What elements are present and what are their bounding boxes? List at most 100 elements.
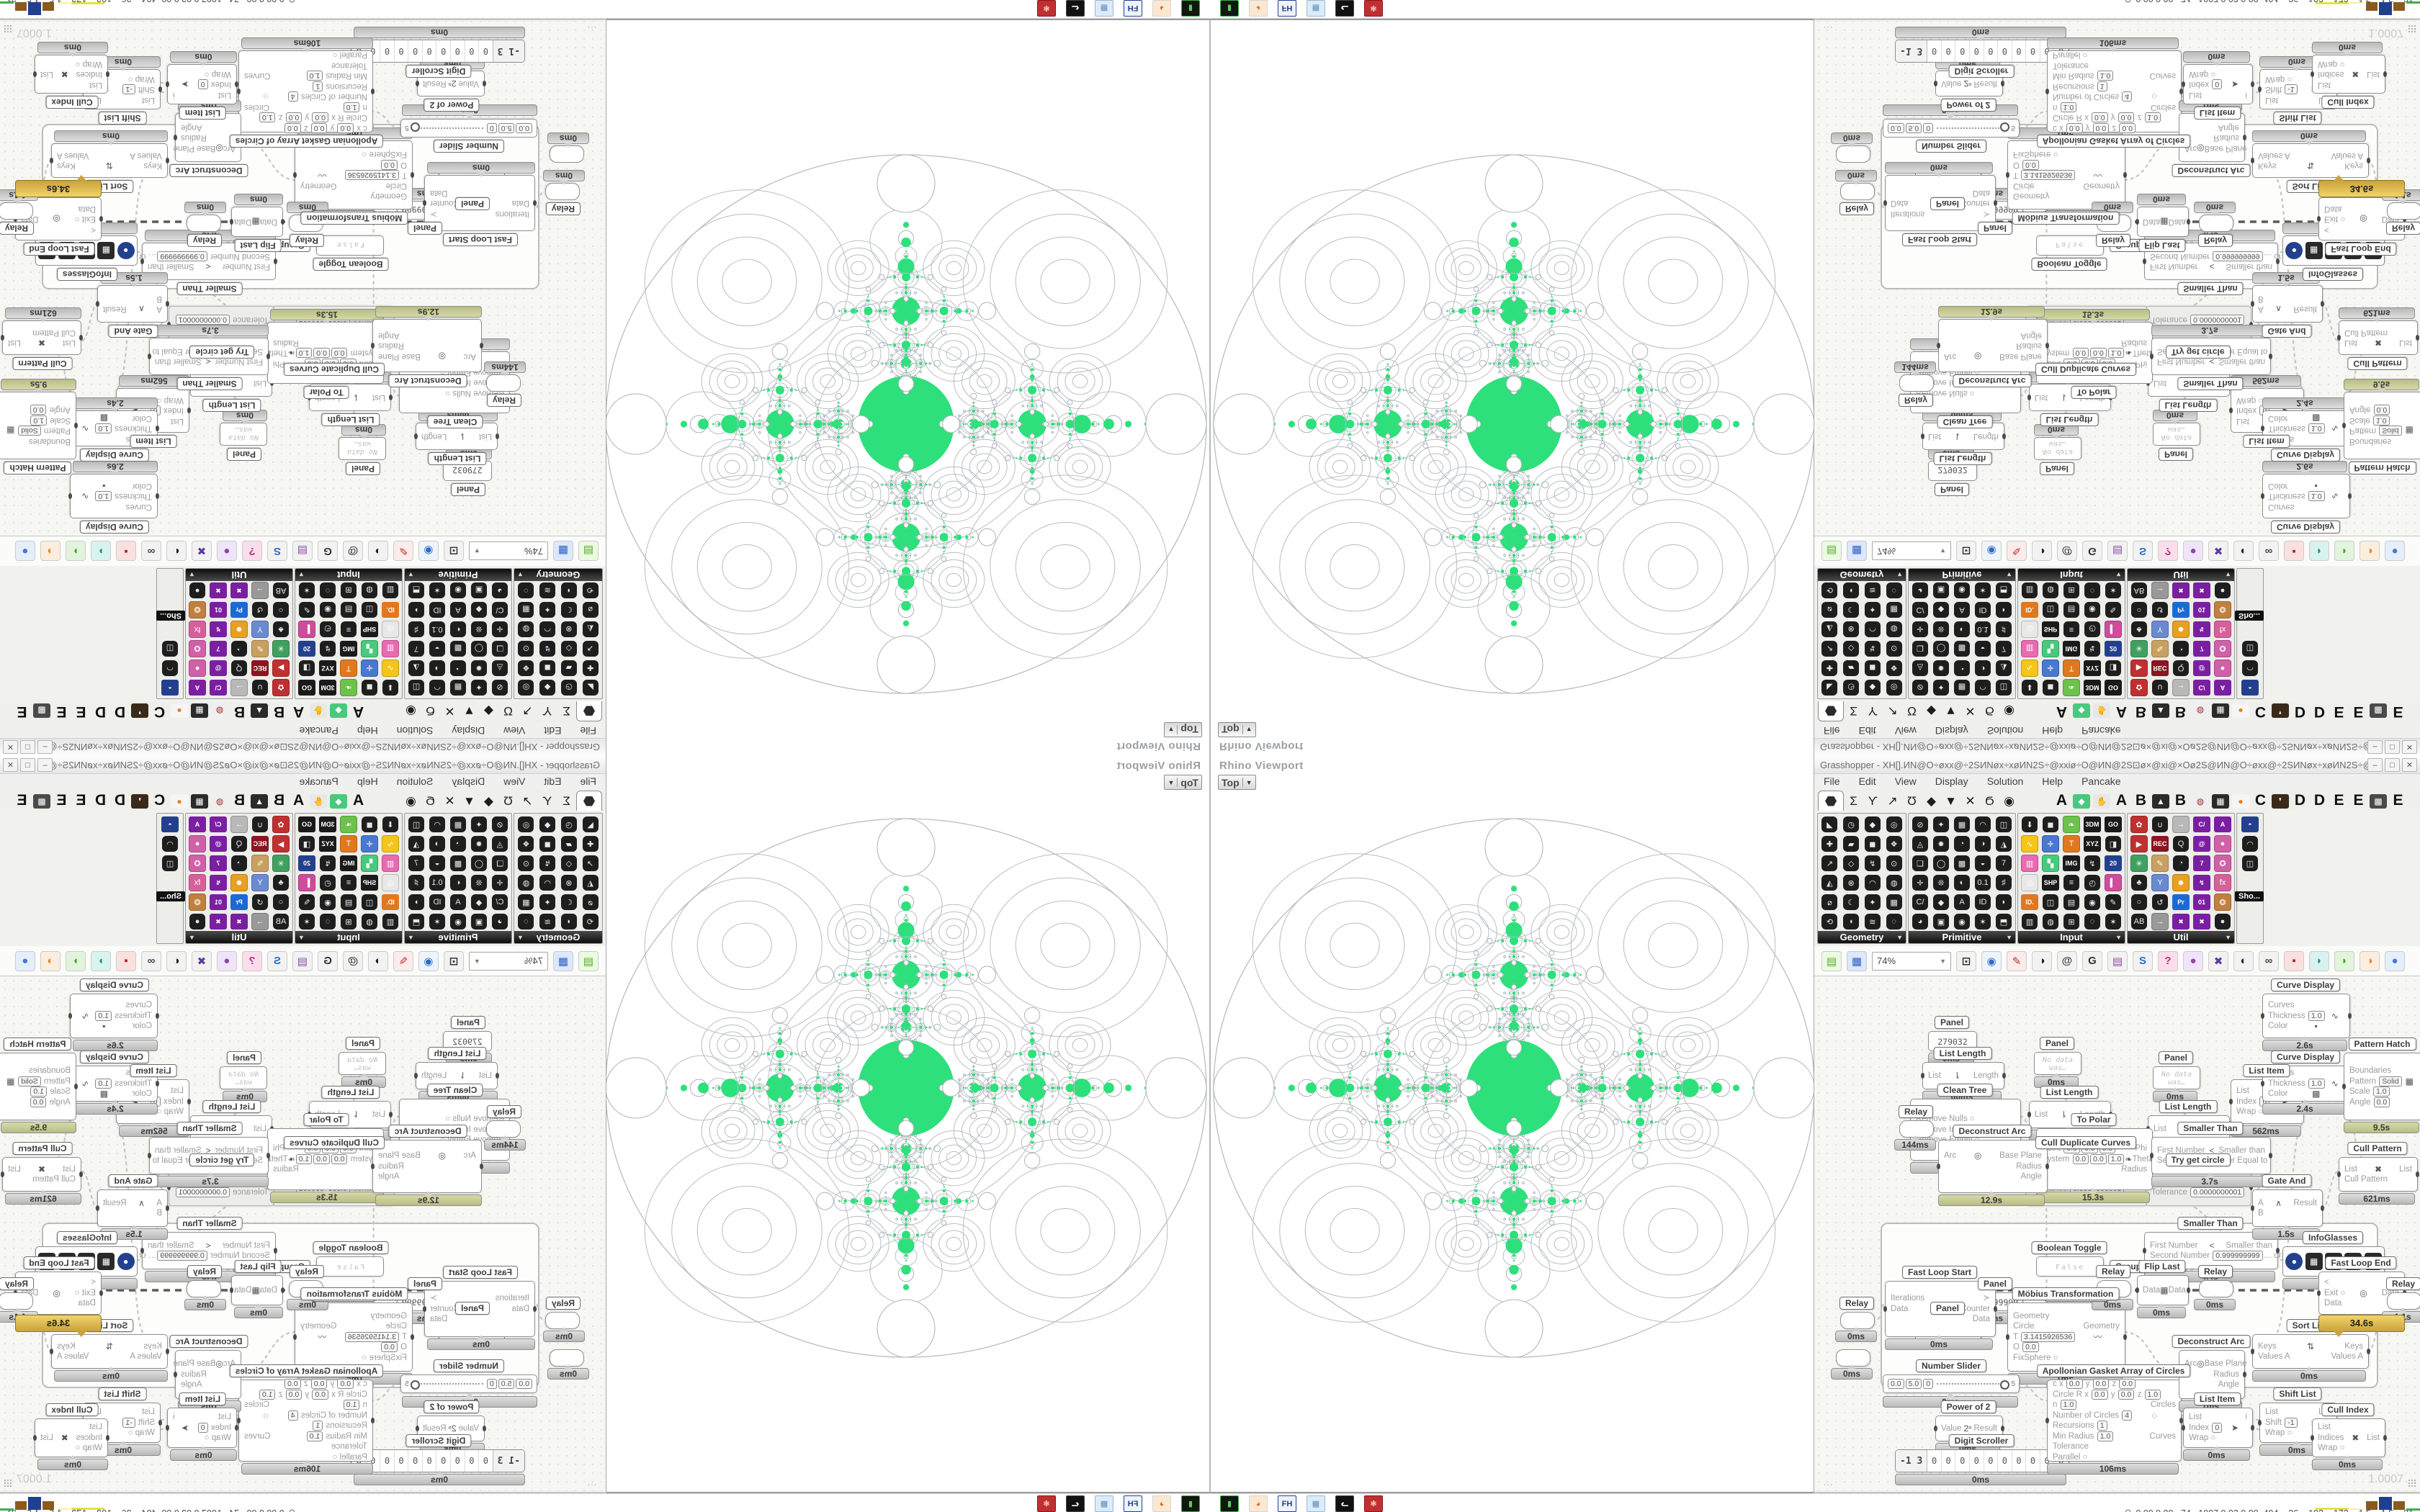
- tab-category-1[interactable]: Ƴ: [542, 704, 552, 718]
- toolbar-finder-icon[interactable]: S: [267, 541, 287, 562]
- component-icon[interactable]: ✖: [2192, 581, 2212, 600]
- close-button[interactable]: ✕: [3, 740, 18, 754]
- component-icon[interactable]: ▍: [297, 620, 317, 639]
- component-icon[interactable]: ○: [2129, 893, 2149, 912]
- tray-floppy-fh-icon[interactable]: FH: [1278, 0, 1296, 17]
- component-icon[interactable]: 3DM: [2082, 678, 2102, 697]
- component-icon[interactable]: ✶: [1973, 912, 1993, 931]
- component-icon[interactable]: ◴: [318, 620, 338, 639]
- component-icon[interactable]: ✚: [580, 834, 601, 853]
- component-icon[interactable]: ◓: [2238, 678, 2262, 697]
- tab-category-2[interactable]: ↗: [522, 704, 533, 718]
- gh-node[interactable]: False: [2036, 235, 2104, 256]
- tab-orange-dot-icon[interactable]: ●: [171, 703, 188, 718]
- component-icon[interactable]: ✖: [2171, 912, 2191, 931]
- component-icon[interactable]: ◆: [537, 815, 558, 834]
- component-icon[interactable]: ✳: [2129, 854, 2149, 873]
- component-icon[interactable]: ▰: [1841, 659, 1862, 678]
- menu-display[interactable]: Display: [452, 775, 485, 787]
- component-icon[interactable]: T: [339, 659, 359, 678]
- gh-node[interactable]: No data was…: [339, 437, 386, 460]
- component-icon[interactable]: ∿: [380, 834, 400, 853]
- component-icon[interactable]: ✦: [537, 893, 558, 912]
- component-icon[interactable]: ❧: [2061, 815, 2081, 834]
- gh-node[interactable]: Arc ◎ Base Plane Radius Angle: [371, 1140, 483, 1193]
- component-icon[interactable]: ⬒: [406, 912, 426, 931]
- component-icon[interactable]: ❧: [339, 678, 359, 697]
- palette-label-primitive[interactable]: Primitive ▼: [1909, 931, 2015, 943]
- tab-category-2[interactable]: ↗: [1887, 794, 1898, 808]
- component-icon[interactable]: 7: [208, 639, 228, 658]
- component-icon[interactable]: ↯: [2082, 854, 2102, 873]
- component-icon[interactable]: ◍: [1883, 620, 1904, 639]
- component-icon[interactable]: ⊙: [516, 639, 537, 658]
- component-icon[interactable]: ◍: [516, 620, 537, 639]
- component-icon[interactable]: ◉: [448, 581, 468, 600]
- menu-help[interactable]: Help: [2042, 775, 2063, 787]
- gh-node[interactable]: A ∧ Result B: [96, 1189, 169, 1227]
- component-icon[interactable]: Q: [2171, 659, 2191, 678]
- component-icon[interactable]: ◌: [2082, 581, 2102, 600]
- component-icon[interactable]: ▣: [1931, 912, 1951, 931]
- component-icon[interactable]: ▩: [448, 854, 468, 873]
- component-icon[interactable]: ✖: [229, 581, 249, 600]
- component-icon[interactable]: ◯: [469, 639, 489, 658]
- component-icon[interactable]: ⬒: [406, 581, 426, 600]
- tab-glove-icon[interactable]: ✋: [310, 703, 327, 718]
- component-icon[interactable]: 01: [2192, 893, 2212, 912]
- component-icon[interactable]: ◆: [1863, 678, 1883, 697]
- component-icon[interactable]: ◣: [1819, 678, 1840, 697]
- component-icon[interactable]: ✦: [469, 815, 489, 834]
- component-icon[interactable]: Q: [229, 834, 249, 853]
- component-icon[interactable]: ◌: [2082, 912, 2102, 931]
- component-icon[interactable]: Pr: [2171, 893, 2191, 912]
- component-icon[interactable]: ✛: [2040, 659, 2061, 678]
- tab-plugin-e17[interactable]: E: [2393, 792, 2403, 809]
- component-icon[interactable]: SHP: [2040, 873, 2061, 892]
- gh-node[interactable]: [1836, 145, 1870, 163]
- zoom-level-select[interactable]: 74% ▼: [1872, 951, 1951, 971]
- component-icon[interactable]: ✳: [271, 854, 291, 873]
- toolbar-orange-half-icon[interactable]: ◑: [40, 541, 60, 562]
- tab-plugin-e15[interactable]: E: [56, 792, 67, 809]
- component-icon[interactable]: ✶: [297, 912, 317, 931]
- gh-node[interactable]: Keys ⇅ Keys Values A Values A: [50, 1334, 169, 1369]
- component-icon[interactable]: ◫: [158, 639, 182, 658]
- toolbar-laces-icon[interactable]: ✖: [192, 541, 212, 562]
- component-icon[interactable]: ◼: [2040, 678, 2061, 697]
- component-icon[interactable]: ⊗: [559, 873, 580, 892]
- toolbar-goggles-icon[interactable]: ∞: [2259, 541, 2279, 562]
- gh-node[interactable]: No data was…: [2153, 423, 2200, 446]
- component-icon[interactable]: ◒: [1973, 854, 1993, 873]
- palette-label-util[interactable]: Util ▼: [186, 569, 292, 581]
- toolbar-goggles-icon[interactable]: ∞: [141, 541, 161, 562]
- component-icon[interactable]: ◼: [1863, 659, 1883, 678]
- component-icon[interactable]: ❖: [1883, 659, 1904, 678]
- component-icon[interactable]: ◨: [2103, 834, 2123, 853]
- toolbar-help-box-icon[interactable]: ?: [242, 950, 262, 971]
- component-icon[interactable]: ⊙: [516, 854, 537, 873]
- component-icon[interactable]: 7: [406, 639, 426, 658]
- component-icon[interactable]: ◓: [158, 678, 182, 697]
- component-icon[interactable]: ✚: [580, 659, 601, 678]
- component-icon[interactable]: ☾: [559, 893, 580, 912]
- tab-plugin-c10[interactable]: C: [2254, 703, 2267, 720]
- toolbar-preview-eye-icon[interactable]: ◉: [1981, 950, 2002, 971]
- toolbar-teal-leaf-icon[interactable]: ◗: [2309, 950, 2329, 971]
- component-icon[interactable]: ⊙: [1883, 639, 1904, 658]
- tab-category-0[interactable]: Σ: [1850, 704, 1857, 718]
- component-icon[interactable]: ▍: [2103, 873, 2123, 892]
- component-icon[interactable]: ⟲: [1819, 581, 1840, 600]
- component-icon[interactable]: ●: [187, 912, 207, 931]
- component-icon[interactable]: ☾: [1841, 600, 1862, 619]
- component-icon[interactable]: fx: [2213, 620, 2233, 639]
- gh-node[interactable]: 0.0 5.0 0 5: [1883, 119, 2020, 138]
- toolbar-remote-doc-icon[interactable]: @: [2057, 541, 2077, 562]
- gh-node[interactable]: Keys ⇅ Keys Values A Values A: [2251, 143, 2370, 178]
- gh-node[interactable]: [2387, 202, 2420, 220]
- toolbar-snippet-doc-icon[interactable]: ▤: [292, 950, 313, 971]
- palette-label-input[interactable]: Input ▼: [295, 569, 402, 581]
- component-icon[interactable]: ≡: [339, 620, 359, 639]
- tab-plugin-b4[interactable]: B: [2135, 703, 2147, 720]
- component-icon[interactable]: fx: [187, 620, 207, 639]
